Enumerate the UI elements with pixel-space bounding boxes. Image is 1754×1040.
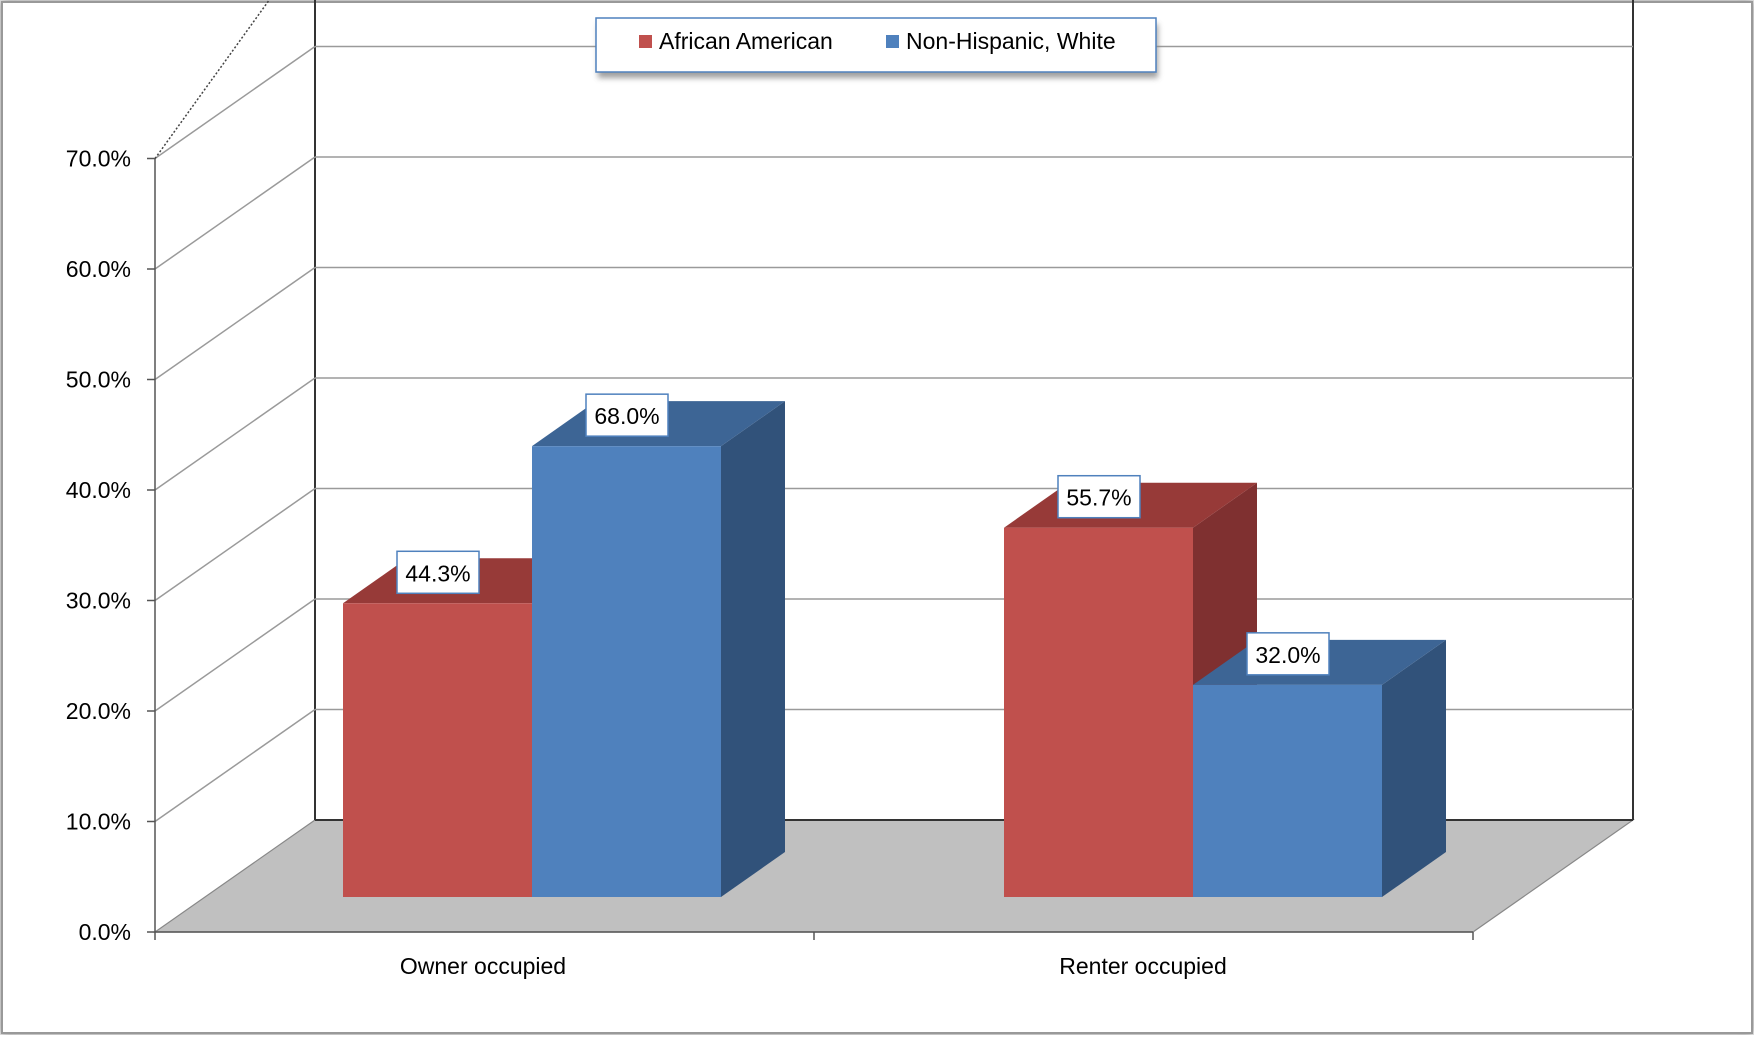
bar-non-hispanic-white-owner-occupied [532,401,785,897]
side-wall-top-edge [154,0,271,159]
category-label-renter-occupied: Renter occupied [1059,953,1227,979]
data-label-box [1246,632,1330,676]
bar-side-face [1382,639,1446,897]
data-label-text: 55.7% [1066,485,1131,511]
legend-swatch-non-hispanic-white [886,35,899,48]
y-tick-label: 60.0% [66,256,131,282]
legend-box [595,17,1157,73]
y-tick-label: 10.0% [66,809,131,835]
side-gridline [154,45,316,160]
y-tick-label: 20.0% [66,698,131,724]
data-label-text: 44.3% [405,560,470,586]
data-label-box [585,393,669,437]
data-label-non-hispanic-white: 68.0% [585,393,669,437]
y-tick-label: 50.0% [66,367,131,393]
bar-front-face [343,603,532,897]
legend-swatch-african-american [639,35,652,48]
data-label-text: 68.0% [594,403,659,429]
side-gridline [154,266,316,381]
data-label-text: 32.0% [1255,642,1320,668]
data-label-african-american: 55.7% [1057,474,1141,519]
y-tick-label: 40.0% [66,477,131,503]
data-label-african-american: 44.3% [396,550,480,595]
category-label-owner-occupied: Owner occupied [400,953,566,979]
legend-label-african-american: African American [659,28,833,54]
side-gridline [154,598,316,712]
data-label-box [396,550,480,595]
legend-label-non-hispanic-white: Non-Hispanic, White [906,28,1116,54]
data-label-box [1057,474,1141,519]
side-gridline [154,708,316,823]
bar-front-face [1193,684,1382,897]
side-gridline [154,487,316,602]
bar-non-hispanic-white-renter-occupied [1193,639,1446,897]
bar-front-face [532,446,721,897]
bar-side-face [721,401,785,897]
side-gridline [154,156,316,270]
y-tick-label: 70.0% [66,146,131,172]
bar-front-face [1004,527,1193,897]
legend: African American Non-Hispanic, White [595,17,1158,78]
side-gridline [154,377,316,491]
data-label-non-hispanic-white: 32.0% [1246,632,1330,676]
y-tick-label: 30.0% [66,588,131,614]
y-tick-label: 0.0% [79,919,131,945]
